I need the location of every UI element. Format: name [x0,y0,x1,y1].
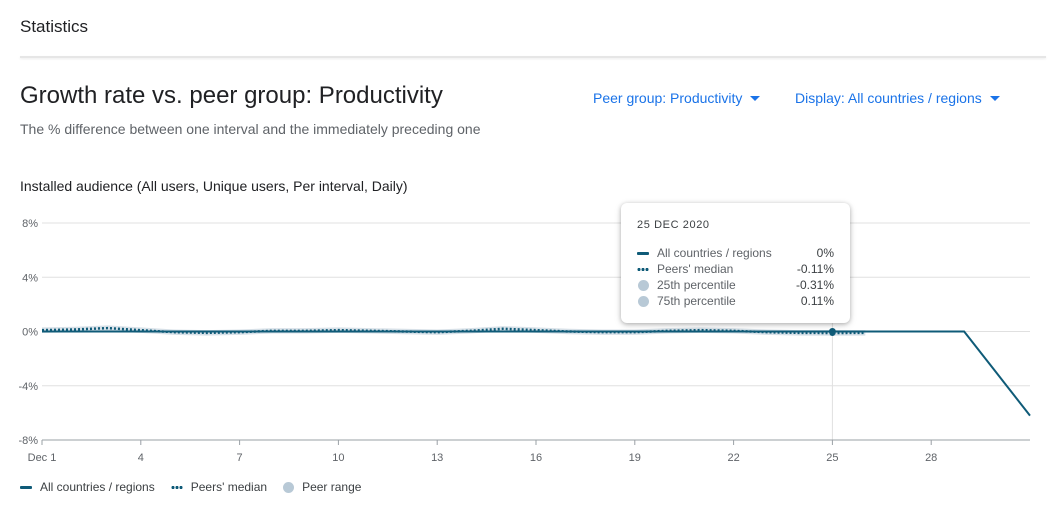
caret-down-icon [989,95,1000,101]
tooltip-row-name: 75th percentile [657,294,736,308]
chart-x-axis: Dec 1 4 7 10 13 16 19 22 25 28 [28,439,1030,464]
tooltip-row: All countries / regions 0% [637,245,834,261]
growth-rate-chart[interactable]: Dec 1 4 7 10 13 16 19 22 25 28 8% 4% 0% -4% -8% [0,200,1050,470]
tooltip-row-value: 0% [816,246,834,260]
legend-item-label: Peers' median [190,480,268,494]
dots-swatch-icon [170,485,183,489]
x-tick-label: 19 [629,452,641,464]
legend-item-peer-range[interactable]: Peer range [283,480,361,494]
y-tick-label: 8% [22,218,38,230]
legend-item-label: All countries / regions [40,480,155,494]
tooltip-row: 75th percentile 0.11% [637,293,834,309]
y-tick-label: 4% [22,272,38,284]
y-tick-label: -4% [18,381,38,393]
y-tick-label: -8% [18,435,38,447]
dots-swatch-icon [637,267,649,271]
card-title: Growth rate vs. peer group: Productivity [20,82,443,109]
circle-swatch-icon [637,295,649,307]
chart-y-axis: 8% 4% 0% -4% -8% [18,218,38,447]
circle-swatch-icon [283,481,295,493]
tooltip-row-value: -0.31% [795,278,834,292]
peer-group-dropdown-label: Peer group: Productivity [593,90,743,106]
tooltip-row: Peers' median -0.11% [637,261,834,277]
x-tick-label: Dec 1 [28,452,57,464]
tooltip-row-name: All countries / regions [657,246,772,260]
x-tick-label: 28 [925,452,937,464]
chart-label: Installed audience (All users, Unique us… [20,178,408,194]
peers-median-point [829,329,836,336]
line-swatch-icon [637,251,649,255]
x-tick-label: 22 [727,452,739,464]
legend-item-all-countries[interactable]: All countries / regions [20,480,155,494]
y-tick-label: 0% [22,327,38,339]
x-tick-label: 4 [138,452,144,464]
display-dropdown-label: Display: All countries / regions [795,90,982,106]
chart-legend: All countries / regions Peers' median Pe… [20,480,377,494]
peer-group-dropdown[interactable]: Peer group: Productivity [593,90,761,106]
tooltip-row-value: -0.11% [796,262,834,276]
tooltip-row-name: Peers' median [657,262,734,276]
x-tick-label: 25 [826,452,838,464]
x-tick-label: 10 [332,452,344,464]
x-tick-label: 7 [237,452,243,464]
chart-tooltip: 25 DEC 2020 All countries / regions 0% P… [621,203,850,323]
line-swatch-icon [20,485,32,489]
display-dropdown[interactable]: Display: All countries / regions [795,90,1000,106]
x-tick-label: 16 [530,452,542,464]
chart-marks [828,328,836,336]
section-divider [20,56,1046,58]
circle-swatch-icon [637,279,649,291]
section-title: Statistics [20,17,89,36]
all-countries-line [42,330,1031,417]
legend-item-label: Peer range [302,480,362,494]
section-header: Statistics [0,0,1050,58]
tooltip-row-value: 0.11% [800,294,834,308]
legend-item-peers-median[interactable]: Peers' median [170,480,268,494]
tooltip-row-name: 25th percentile [657,278,736,292]
caret-down-icon [750,95,761,101]
card-subtitle: The % difference between one interval an… [20,121,481,137]
tooltip-row: 25th percentile -0.31% [637,277,834,293]
tooltip-date: 25 DEC 2020 [637,219,710,231]
chart-series [41,326,1031,417]
x-tick-label: 13 [431,452,443,464]
